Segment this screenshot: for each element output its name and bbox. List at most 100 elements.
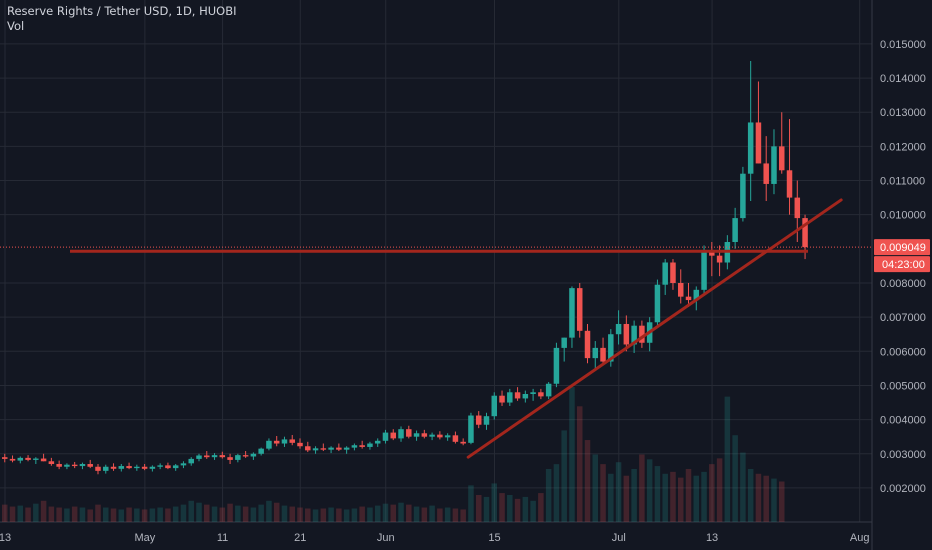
volume-bar — [670, 471, 676, 522]
time-tick-label: 13 — [706, 532, 718, 544]
candle-body — [576, 288, 583, 331]
volume-bar — [437, 508, 443, 522]
candle-body — [343, 447, 350, 450]
candle-body — [382, 432, 389, 441]
candle-body — [499, 395, 505, 403]
candle-body — [460, 441, 466, 444]
candle-body — [219, 455, 226, 458]
candle-body — [25, 457, 31, 460]
candle-body — [258, 448, 264, 454]
candle-body — [328, 447, 334, 450]
price-axis[interactable]: 0.015000 0.014000 0.013000 0.012000 0.011000… — [874, 39, 930, 495]
volume-bar — [367, 507, 373, 522]
countdown-badge — [874, 256, 930, 273]
candle-body — [180, 463, 187, 466]
price-tick-label: 0.010000 — [880, 210, 926, 222]
candle-body — [530, 392, 536, 394]
candle-body — [654, 284, 661, 323]
volume-bar — [320, 508, 327, 522]
volume-bar — [406, 504, 412, 522]
candle-body — [134, 466, 140, 469]
candle-body — [786, 170, 793, 198]
volume-bar — [71, 506, 78, 522]
candle-body — [149, 466, 156, 469]
volume-bar — [382, 503, 389, 522]
volume-bar — [289, 506, 295, 522]
candle-body — [312, 448, 319, 451]
candle-body — [33, 458, 39, 460]
candle-body — [320, 448, 327, 450]
volume-bar — [398, 502, 404, 522]
volume-bar — [553, 464, 560, 522]
drawn-lines — [0, 198, 872, 459]
volume-bar — [227, 503, 233, 522]
time-tick-label: Aug — [850, 532, 870, 544]
volume-bar — [40, 500, 47, 522]
volume-bar — [48, 506, 55, 522]
candle-body — [71, 464, 78, 467]
volume-bar — [421, 507, 428, 522]
volume-bar — [281, 505, 288, 522]
candle-body — [468, 415, 474, 443]
candle-body — [802, 218, 808, 248]
candle-body — [390, 432, 396, 439]
volume-bar — [188, 500, 194, 522]
candle-body — [755, 122, 762, 164]
candle-body — [670, 262, 676, 283]
volume-bar — [149, 508, 156, 522]
candle-body — [87, 464, 93, 467]
volume-label[interactable]: Vol — [7, 19, 25, 33]
candle-body — [336, 447, 342, 450]
volume-bar — [110, 508, 117, 522]
volume-bar — [724, 396, 731, 522]
chart-legend: Reserve Rights / Tether USD, 1D, HUOBI V… — [7, 4, 237, 34]
volume-bar — [141, 509, 148, 522]
candle-body — [103, 466, 109, 471]
volume-bar — [771, 478, 777, 522]
volume-bar — [305, 508, 311, 522]
candle-body — [592, 347, 599, 359]
volume-bar — [631, 468, 637, 522]
candle-body — [475, 415, 482, 425]
volume-bar — [499, 493, 505, 522]
candle-body — [126, 466, 132, 469]
volume-bar — [25, 507, 31, 522]
chart-title[interactable]: Reserve Rights / Tether USD, 1D, HUOBI — [7, 4, 237, 18]
candle-body — [779, 146, 785, 171]
volume-bar — [530, 500, 536, 522]
volume-bar — [779, 481, 785, 522]
grid-lines — [0, 0, 873, 550]
volume-bar — [685, 468, 692, 522]
time-axis[interactable]: 13 May 11 21 Jun 15 Jul 13 Aug — [0, 532, 869, 544]
candle-body — [662, 262, 668, 285]
volume-bar — [623, 475, 630, 522]
volume-bar — [460, 509, 466, 522]
time-tick-label: 13 — [0, 532, 11, 544]
candle-body — [569, 288, 575, 338]
volume-bar — [258, 504, 264, 522]
volume-bar — [475, 495, 482, 522]
volume-bar — [584, 440, 591, 522]
candle-body — [289, 439, 295, 443]
candle-body — [359, 445, 365, 447]
volume-bar — [646, 459, 653, 522]
volume-bar — [615, 462, 622, 522]
candle-body — [615, 323, 622, 335]
volume-bar — [2, 504, 8, 522]
volume-bar — [312, 509, 319, 522]
candle-body — [188, 458, 194, 464]
candle-body — [631, 325, 637, 345]
volume-bar — [87, 509, 93, 522]
candle-body — [584, 330, 591, 359]
candle-body — [305, 446, 311, 451]
candle-body — [600, 347, 606, 362]
volume-bar — [266, 500, 272, 522]
candle-body — [48, 461, 55, 465]
candle-body — [701, 252, 707, 290]
candle-body — [709, 252, 715, 256]
volume-bar — [165, 508, 171, 522]
candle-body — [204, 455, 210, 458]
candle-body — [9, 458, 16, 461]
volume-bar — [701, 471, 707, 522]
